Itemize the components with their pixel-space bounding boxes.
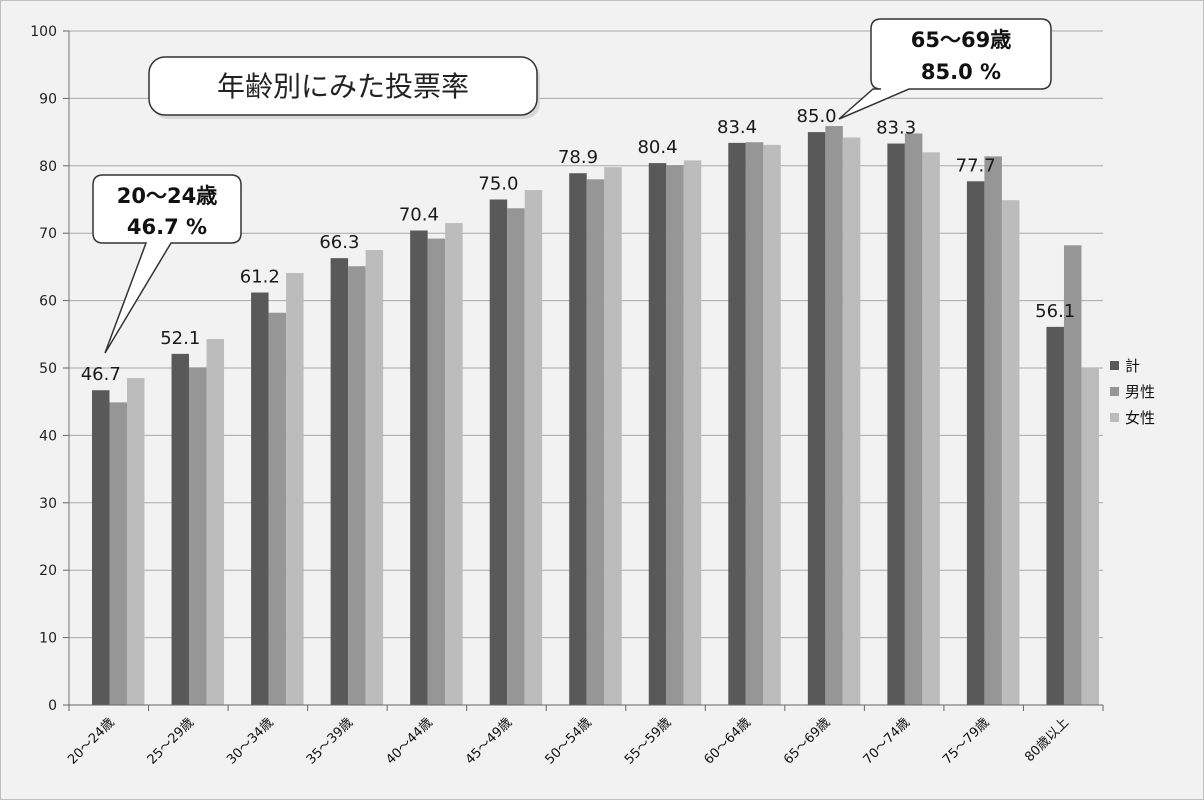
bar-計-80歳以上	[1046, 326, 1064, 705]
x-tick-label: 75〜79歳	[940, 715, 992, 767]
legend-label: 男性	[1125, 383, 1155, 401]
callout-20-24: 20〜24歳 46.7 %	[92, 174, 242, 354]
y-tick-label: 90	[39, 91, 57, 107]
data-label: 46.7	[81, 364, 121, 385]
bar-男性-60〜64歳	[745, 142, 764, 705]
x-tick-label: 50〜54歳	[542, 715, 594, 767]
bar-計-70〜74歳	[887, 143, 905, 706]
bar-計-55〜59歳	[648, 163, 667, 705]
callout-65-69: 65〜69歳 85.0 %	[838, 18, 1052, 120]
bar-男性-25〜29歳	[189, 367, 207, 705]
x-tick-label: 20〜24歳	[65, 715, 117, 767]
bar-男性-75〜79歳	[984, 156, 1002, 705]
bar-女性-50〜54歳	[604, 167, 622, 705]
data-label: 61.2	[240, 267, 280, 288]
y-tick-label: 50	[39, 361, 57, 377]
x-tick-label: 70〜74歳	[861, 715, 913, 767]
data-label: 85.0	[797, 106, 837, 127]
callout-label-line2: 85.0 %	[921, 60, 1001, 84]
bar-男性-55〜59歳	[666, 165, 684, 706]
bar-女性-35〜39歳	[365, 250, 384, 706]
y-tick-label: 30	[39, 496, 57, 512]
data-label: 70.4	[399, 205, 439, 226]
bar-計-75〜79歳	[966, 181, 985, 705]
data-label: 56.1	[1035, 301, 1075, 322]
y-tick-label: 40	[39, 428, 57, 444]
bar-男性-30〜34歳	[268, 312, 287, 705]
data-label: 80.4	[637, 137, 677, 158]
bar-男性-20〜24歳	[109, 402, 127, 705]
x-axis	[68, 704, 1104, 711]
legend-swatch	[1110, 361, 1119, 370]
x-tick-label: 30〜34歳	[224, 715, 276, 767]
y-tick-label: 100	[30, 24, 57, 40]
data-label: 75.0	[478, 174, 518, 195]
legend-swatch	[1110, 413, 1119, 422]
x-tick-label: 65〜69歳	[781, 715, 833, 767]
bar-計-45〜49歳	[489, 199, 508, 705]
x-axis-ticks: 20〜24歳 25〜29歳 30〜34歳 35〜39歳 40〜44歳 45〜49歳 50〜5…	[65, 715, 1072, 767]
y-tick-label: 0	[48, 698, 57, 714]
x-tick-label: 45〜49歳	[463, 715, 515, 767]
bar-計-50〜54歳	[569, 173, 587, 706]
bar-女性-20〜24歳	[127, 378, 145, 705]
x-tick-label: 35〜39歳	[304, 715, 356, 767]
y-tick-label: 60	[39, 294, 57, 310]
y-tick-label: 20	[39, 563, 57, 579]
x-tick-label: 60〜64歳	[702, 715, 754, 767]
bar-計-60〜64歳	[728, 142, 746, 705]
callout-label-line1: 20〜24歳	[117, 184, 217, 208]
data-label: 66.3	[319, 232, 359, 253]
bar-計-30〜34歳	[251, 292, 269, 705]
data-label: 77.7	[956, 155, 996, 176]
y-tick-label: 80	[39, 159, 57, 175]
callout-label-line2: 46.7 %	[127, 215, 207, 239]
bar-女性-30〜34歳	[286, 272, 304, 705]
legend-label: 計	[1125, 357, 1140, 375]
data-label: 78.9	[558, 147, 598, 168]
x-tick-label: 55〜59歳	[622, 715, 674, 767]
bar-女性-40〜44歳	[445, 223, 463, 705]
bar-女性-45〜49歳	[524, 190, 543, 706]
callout-label-line1: 65〜69歳	[911, 28, 1011, 52]
bar-男性-40〜44歳	[427, 238, 446, 706]
bar-男性-80歳以上	[1063, 245, 1082, 705]
bar-計-20〜24歳	[92, 390, 110, 705]
y-axis-ticks: 0 10 20 30 40 50 60 70 80 90 100	[30, 24, 70, 714]
bars	[92, 126, 1099, 706]
bar-計-35〜39歳	[330, 258, 349, 705]
bar-計-25〜29歳	[171, 353, 190, 705]
bar-計-40〜44歳	[410, 230, 428, 705]
bar-男性-65〜69歳	[825, 126, 843, 705]
y-tick-label: 10	[39, 631, 57, 647]
bar-男性-35〜39歳	[348, 266, 366, 705]
legend-swatch	[1110, 387, 1119, 396]
y-tick-label: 70	[39, 226, 57, 242]
bar-計-65〜69歳	[807, 132, 826, 706]
bar-女性-55〜59歳	[683, 160, 702, 705]
bar-男性-70〜74歳	[904, 133, 923, 705]
bar-女性-70〜74歳	[922, 152, 940, 705]
bar-女性-60〜64歳	[763, 144, 781, 705]
chart-title: 年齢別にみた投票率	[217, 70, 469, 103]
data-label: 52.1	[160, 328, 200, 349]
data-label: 83.3	[876, 118, 916, 139]
bar-女性-80歳以上	[1081, 367, 1099, 705]
bar-女性-65〜69歳	[842, 137, 861, 705]
data-label: 83.4	[717, 117, 757, 138]
data-labels: 46.7 52.1 61.2 66.3 70.4 75.0 78.9 80.4 83.4 85.0…	[81, 106, 1076, 385]
bar-女性-25〜29歳	[206, 339, 225, 705]
x-tick-label: 40〜44歳	[383, 715, 435, 767]
legend-label: 女性	[1125, 409, 1155, 427]
x-tick-label: 25〜29歳	[145, 715, 197, 767]
bar-男性-50〜54歳	[586, 179, 605, 705]
bar-男性-45〜49歳	[507, 208, 525, 705]
chart-title-box: 年齢別にみた投票率	[148, 56, 540, 119]
bar-女性-75〜79歳	[1001, 200, 1020, 705]
x-tick-label: 80歳以上	[1022, 715, 1072, 765]
